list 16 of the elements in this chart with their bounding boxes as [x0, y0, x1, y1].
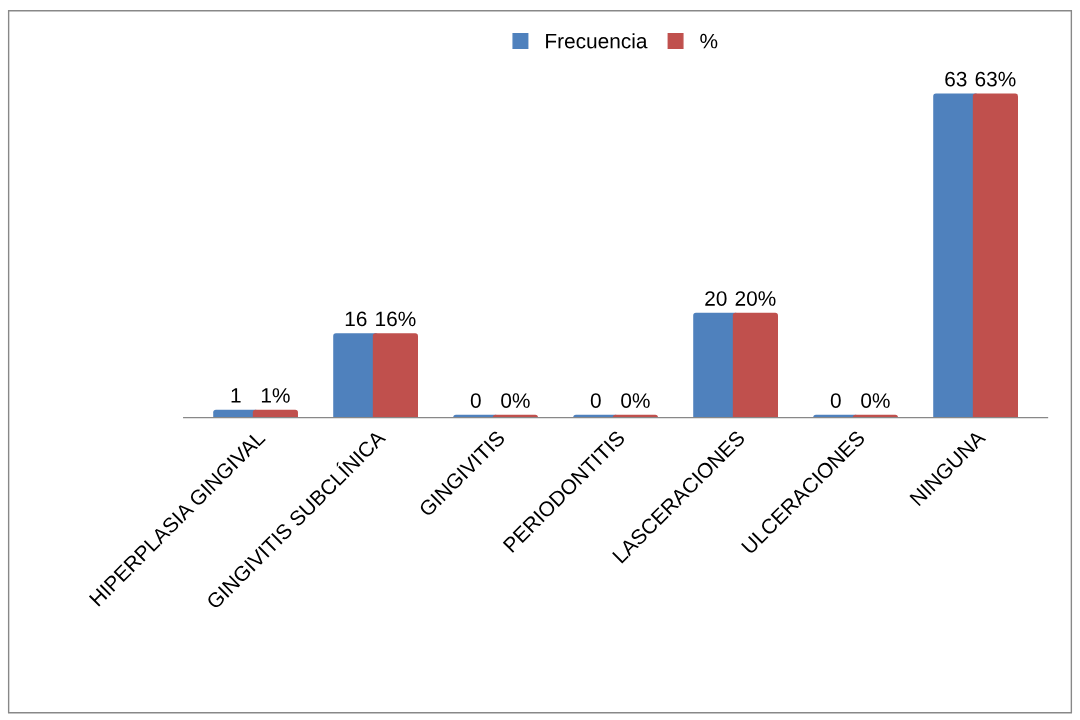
- data-label: 0: [590, 393, 601, 408]
- data-label: 0%: [501, 393, 530, 408]
- data-label: 0: [470, 393, 481, 408]
- data-label: 1: [231, 388, 241, 403]
- data-label: 1%: [261, 388, 290, 403]
- data-label: 63: [945, 71, 967, 87]
- data-label: 0: [830, 393, 841, 408]
- data-label: 16: [345, 311, 367, 327]
- legend-label: Frecuencia: [546, 33, 648, 49]
- legend-label: %: [700, 33, 718, 49]
- data-label: 0%: [861, 393, 890, 408]
- data-label: 20: [705, 291, 727, 306]
- data-label: 20%: [735, 291, 776, 306]
- data-label: 16%: [376, 311, 416, 327]
- data-label: 63%: [975, 71, 1016, 87]
- data-label: 0%: [621, 393, 650, 408]
